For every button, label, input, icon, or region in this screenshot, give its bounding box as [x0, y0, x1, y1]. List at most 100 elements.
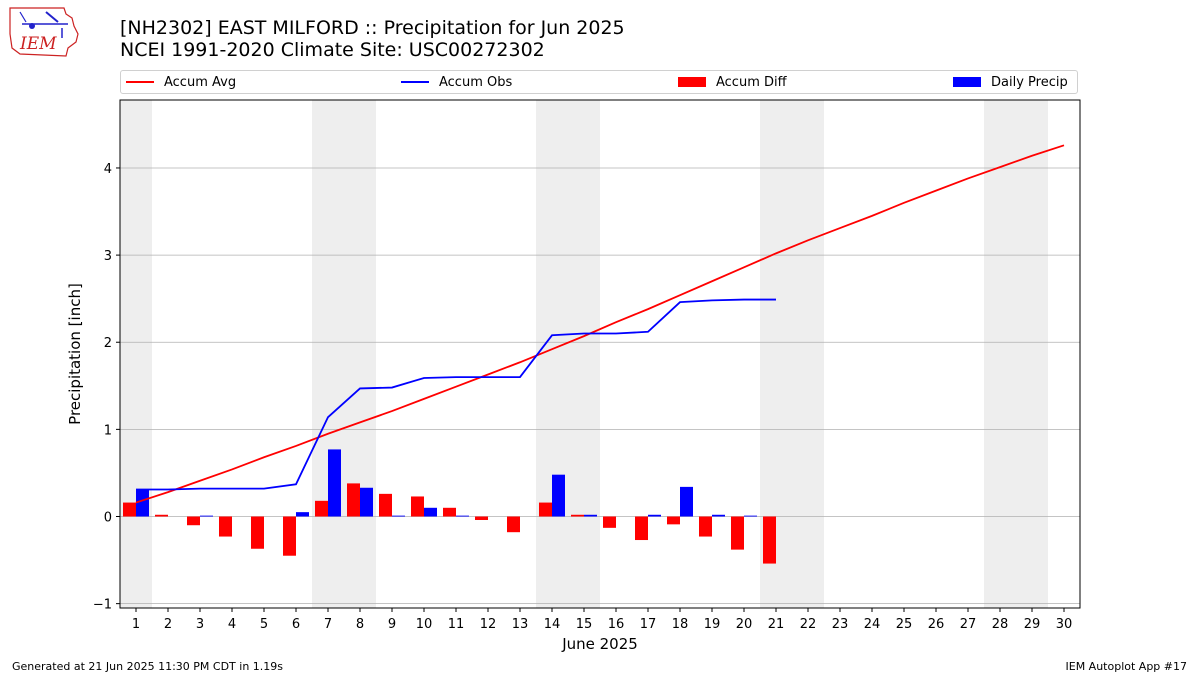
daily-bar-1 [136, 489, 149, 517]
y-tick-label--1: −1 [93, 598, 112, 613]
daily-bar-19 [712, 514, 725, 517]
y-tick-label-1: 1 [104, 423, 112, 438]
daily-bar-20 [744, 515, 757, 517]
x-tick-label-7: 7 [324, 617, 332, 632]
diff-bar-4 [219, 516, 232, 537]
chart-title: [NH2302] EAST MILFORD :: Precipitation f… [120, 17, 625, 39]
diff-bar-15 [571, 514, 584, 517]
diff-bar-7 [315, 500, 328, 517]
diff-bar-11 [443, 507, 456, 517]
iowa-map-icon [9, 7, 79, 57]
diff-bar-3 [187, 516, 200, 526]
accum-obs-line [136, 298, 776, 491]
x-tick-label-27: 27 [960, 617, 977, 632]
shaded-band-0 [120, 100, 152, 608]
y-axis-label: Precipitation [inch] [66, 283, 84, 425]
x-axis-label: June 2025 [561, 635, 638, 653]
x-tick-label-1: 1 [132, 617, 140, 632]
daily-bar-3 [200, 515, 213, 517]
diff-bar-12 [475, 516, 488, 520]
daily-bar-17 [648, 514, 661, 517]
x-tick-label-18: 18 [672, 617, 689, 632]
x-tick-label-29: 29 [1024, 617, 1041, 632]
accum-avg-line [135, 144, 1065, 504]
legend-item-daily-precip: Daily Precip [953, 74, 1068, 90]
diff-bar-9 [379, 493, 392, 517]
diff-bar-8 [347, 483, 360, 517]
diff-bar-10 [411, 496, 424, 517]
y-tick-label-2: 2 [104, 336, 112, 351]
x-tick-label-17: 17 [640, 617, 657, 632]
diff-bar-1 [123, 502, 136, 517]
legend-swatch-accum-diff [678, 77, 706, 87]
x-tick-label-15: 15 [576, 617, 593, 632]
daily-bar-8 [360, 487, 373, 517]
x-tick-label-26: 26 [928, 617, 945, 632]
y-tick-label-3: 3 [104, 249, 112, 264]
x-tick-label-3: 3 [196, 617, 204, 632]
x-tick-label-5: 5 [260, 617, 268, 632]
diff-bar-21 [763, 516, 776, 564]
legend-item-accum-obs: Accum Obs [401, 74, 512, 90]
legend-label-accum-diff: Accum Diff [716, 74, 787, 90]
legend-item-accum-avg: Accum Avg [126, 74, 236, 90]
x-tick-label-2: 2 [164, 617, 172, 632]
diff-bar-16 [603, 516, 616, 528]
daily-bar-6 [296, 512, 309, 517]
footer-app: IEM Autoplot App #17 [1065, 660, 1188, 673]
legend-label-accum-obs: Accum Obs [439, 74, 513, 90]
x-tick-label-25: 25 [896, 617, 913, 632]
x-tick-label-11: 11 [448, 617, 465, 632]
diff-bar-18 [667, 516, 680, 525]
diff-bar-19 [699, 516, 712, 537]
diff-bar-17 [635, 516, 648, 541]
legend-swatch-accum-avg [126, 81, 154, 83]
legend: Accum Avg Accum Obs Accum Diff Daily Pre… [120, 70, 1078, 94]
legend-swatch-daily-precip [953, 77, 981, 87]
x-tick-label-13: 13 [512, 617, 529, 632]
x-tick-label-4: 4 [228, 617, 236, 632]
x-tick-label-12: 12 [480, 617, 497, 632]
daily-bar-9 [392, 515, 405, 517]
shaded-band-2 [536, 100, 600, 608]
daily-bar-14 [552, 474, 565, 517]
diff-bar-20 [731, 516, 744, 550]
legend-label-daily-precip: Daily Precip [991, 74, 1068, 90]
y-tick-label-4: 4 [104, 162, 112, 177]
x-tick-label-14: 14 [544, 617, 561, 632]
diff-bar-6 [283, 516, 296, 556]
iem-logo: IEM [6, 4, 82, 60]
shaded-band-4 [984, 100, 1048, 608]
plot-frame [119, 99, 1081, 609]
x-tick-label-23: 23 [832, 617, 849, 632]
x-tick-label-16: 16 [608, 617, 625, 632]
x-tick-label-8: 8 [356, 617, 364, 632]
daily-bar-18 [680, 486, 693, 517]
x-tick-label-22: 22 [800, 617, 817, 632]
x-tick-label-6: 6 [292, 617, 300, 632]
chart-subtitle: NCEI 1991-2020 Climate Site: USC00272302 [120, 39, 545, 61]
x-tick-label-9: 9 [388, 617, 396, 632]
x-tick-label-20: 20 [736, 617, 753, 632]
shaded-band-1 [312, 100, 376, 608]
daily-bar-7 [328, 449, 341, 517]
x-tick-label-28: 28 [992, 617, 1009, 632]
x-tick-label-19: 19 [704, 617, 721, 632]
x-tick-label-21: 21 [768, 617, 785, 632]
logo-text: IEM [20, 34, 57, 54]
y-tick-label-0: 0 [104, 511, 112, 526]
diff-bar-5 [251, 516, 264, 549]
daily-bar-10 [424, 507, 437, 517]
diff-bar-14 [539, 502, 552, 517]
legend-swatch-accum-obs [401, 81, 429, 83]
x-tick-label-30: 30 [1056, 617, 1073, 632]
legend-item-accum-diff: Accum Diff [678, 74, 787, 90]
footer-generated: Generated at 21 Jun 2025 11:30 PM CDT in… [12, 660, 284, 673]
daily-bar-11 [456, 515, 469, 517]
x-tick-label-24: 24 [864, 617, 881, 632]
diff-bar-2 [155, 514, 168, 517]
x-tick-label-10: 10 [416, 617, 433, 632]
diff-bar-13 [507, 516, 520, 533]
legend-label-accum-avg: Accum Avg [164, 74, 237, 90]
